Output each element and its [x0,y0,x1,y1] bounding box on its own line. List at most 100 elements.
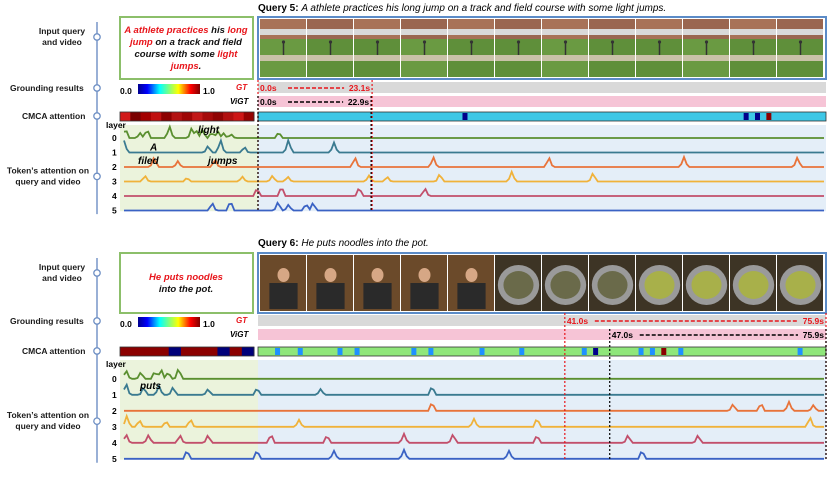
axis-node [93,33,101,41]
layer-number: 3 [112,176,117,186]
video-attention-panel [258,360,826,460]
cmca-query-cell [156,347,170,356]
gt-start: 0.0s [260,83,277,93]
axis-node [93,269,101,277]
video-frame [307,19,353,77]
cmca-query-cell [140,112,152,121]
vigt-end: 75.9s [803,330,825,340]
scale-max: 1.0 [203,86,215,96]
input-label-line1: Input query [39,262,86,272]
gt-bar [258,82,826,93]
cmca-video-cell [678,348,684,355]
cmca-video-cell [411,348,417,355]
layer-number: 0 [112,374,117,384]
query-word: on a track and field [153,37,242,48]
query-title-text: A athlete practices his long jump on a t… [300,3,666,14]
query-word: into the pot. [159,284,213,295]
cmca-video-cell [479,348,485,355]
query-text-line: jumps. [169,61,202,72]
pot-content [785,271,816,299]
query-title-text: He puts noodles into the pot. [301,238,428,249]
cmca-video-cell [766,113,772,120]
highlighted-word: jumps [169,61,199,72]
grounding-label: Grounding results [10,83,84,93]
video-frame [260,255,306,311]
video-frame [260,19,306,77]
attention-line-layer-2 [124,399,824,412]
cmca-query-cell [223,112,234,121]
token-label: jumps [206,156,238,167]
video-frame [589,19,635,77]
layer-number: 4 [112,191,117,201]
token-label-line1: Token’s attention on [7,410,89,420]
person-head [277,268,290,282]
cmca-video-cell [462,113,468,120]
grounding-label: Grounding results [10,316,84,326]
layer-label: layer [106,359,127,369]
token-label: light [198,125,220,136]
cmca-video-cell [337,348,343,355]
input-label-line1: Input query [39,26,86,36]
layer-number: 4 [112,438,117,448]
cmca-query-cell [180,347,194,356]
cmca-query-cell [130,112,142,121]
cmca-query-cell [171,112,183,121]
cmca-query-cell [217,347,231,356]
query-text-line: jump on a track and field [128,37,242,48]
query-text-line: course with some light [135,49,239,60]
cmca-query-cell [241,347,255,356]
scale-min: 0.0 [120,319,132,329]
cmca-query-frame [119,111,255,122]
cmca-query-cell [233,112,245,121]
video-frame [589,255,635,311]
person-body [363,283,392,309]
person-body [410,283,439,309]
person-head [371,268,384,282]
cmca-video-cell [297,348,303,355]
pot-content [691,271,722,299]
attention-line-layer-5 [124,200,824,212]
query-text-box [119,16,254,80]
video-frame [495,19,541,77]
query-title-prefix: Query 5: [258,3,301,14]
layer-number: 2 [112,162,117,172]
token-label: A [149,143,157,154]
person-body [269,283,298,309]
token-label-line2: query and video [15,421,80,431]
highlighted-word: A [123,25,133,36]
gt-end: 23.1s [349,83,371,93]
video-frame [401,19,447,77]
highlighted-word: light [217,49,238,60]
input-label-line2: and video [42,273,82,283]
cmca-query-cell [144,347,158,356]
pot-content [644,271,675,299]
gt-bar [258,315,826,326]
cmca-label: CMCA attention [22,346,85,356]
attention-line-layer-3 [124,169,824,183]
video-frame [636,255,682,311]
token-label: puts [139,381,162,392]
query-word: course with some [135,49,218,60]
input-label-line2: and video [42,37,82,47]
cmca-query-cell [193,347,206,356]
axis-node [93,172,101,181]
gt-label: GT [236,83,248,92]
axis-node [93,84,101,92]
cmca-video-cell [581,348,587,355]
cmca-query-frame [119,346,255,357]
cmca-query-cell [161,112,173,121]
vigt-label: ViGT [230,330,249,339]
attention-line-layer-4 [124,187,824,197]
query-text-line: He puts noodles [149,272,223,283]
cmca-query-cell [150,112,162,121]
axis-node [93,317,101,325]
axis-node [93,417,101,426]
layer-label: layer [106,120,127,130]
cmca-video-cell [638,348,644,355]
attention-line-layer-3 [123,413,824,428]
cmca-query-cell [181,112,193,121]
cmca-video-cell [649,348,655,355]
cmca-query-cell [192,112,203,121]
gt-end: 75.9s [803,316,825,326]
